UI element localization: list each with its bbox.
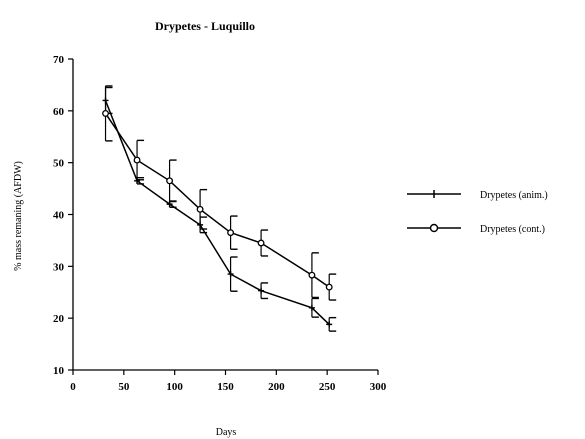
legend-item: Drypetes (anim.)	[407, 190, 548, 201]
plot-area	[102, 85, 337, 332]
x-tick-label: 50	[118, 381, 130, 393]
data-point	[258, 287, 265, 294]
legend: Drypetes (anim.) Drypetes (cont.)	[407, 190, 548, 235]
legend-marker	[429, 223, 439, 233]
y-tick-label: 10	[53, 365, 65, 377]
data-point	[133, 156, 141, 164]
x-tick-label: 250	[319, 381, 336, 393]
series-line	[104, 112, 330, 288]
y-tick-label: 50	[53, 158, 65, 170]
x-axis-label: Days	[216, 427, 237, 438]
data-point	[326, 321, 333, 328]
data-point	[325, 283, 333, 291]
data-point	[308, 304, 315, 311]
series-line	[104, 100, 330, 325]
data-point	[102, 109, 109, 117]
data-point	[257, 239, 265, 247]
data-point	[196, 205, 204, 213]
data-point	[227, 229, 235, 237]
data-point	[166, 177, 174, 185]
legend-label: Drypetes (cont.)	[480, 224, 545, 235]
x-tick-label: 150	[217, 381, 234, 393]
axes: 0 50 100 150 200 250 300 10 20 30 40 50 60 70	[53, 54, 387, 393]
data-point	[308, 271, 316, 279]
x-tick-label: 200	[268, 381, 285, 393]
y-tick-label: 40	[53, 210, 65, 222]
chart-title: Drypetes - Luquillo	[155, 19, 255, 33]
y-tick-label: 60	[53, 106, 65, 118]
x-tick-label: 300	[370, 381, 387, 393]
legend-label: Drypetes (anim.)	[480, 190, 548, 201]
series-1	[102, 86, 337, 332]
legend-item: Drypetes (cont.)	[407, 223, 545, 235]
data-point	[166, 201, 173, 208]
y-tick-label: 30	[53, 261, 65, 273]
y-tick-label: 20	[53, 313, 65, 325]
y-tick-label: 70	[53, 54, 65, 66]
x-tick-label: 0	[70, 381, 76, 393]
data-point	[227, 271, 234, 278]
x-tick-label: 100	[166, 381, 183, 393]
y-axis-label: % mass remaning (AFDW)	[13, 161, 24, 271]
series-2	[102, 85, 337, 301]
